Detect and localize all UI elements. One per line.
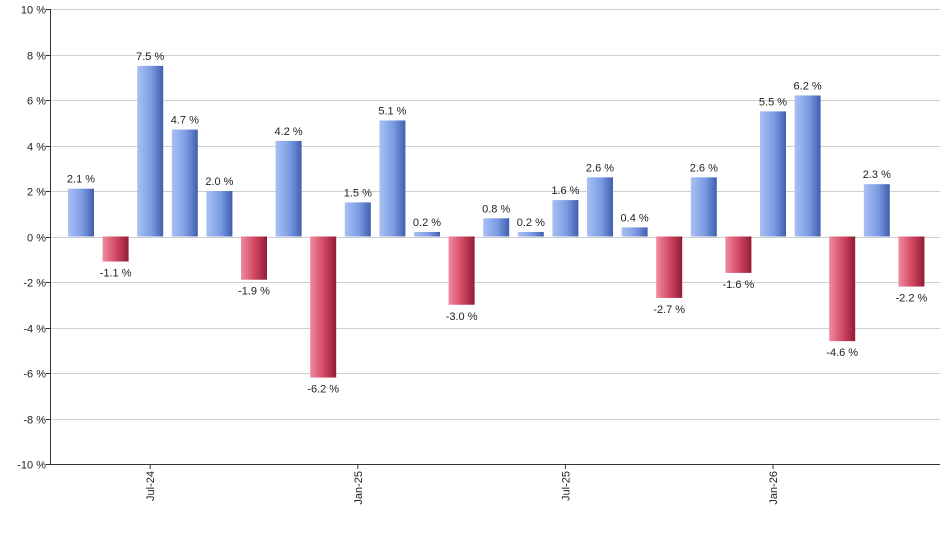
bar xyxy=(414,231,440,237)
data-labels: 2.1 % -1.1 % 7.5 % 4.7 % 2.0 % -1.9 % 4.2 % -6.… xyxy=(67,51,928,396)
bar xyxy=(68,188,94,237)
x-tick-label: Jul-24 xyxy=(145,471,157,501)
data-label: -2.7 % xyxy=(653,304,685,316)
bar xyxy=(587,177,613,237)
data-label: -4.6 % xyxy=(826,347,858,359)
y-tick-label: -8 % xyxy=(23,415,46,427)
x-tick-label: Jan-26 xyxy=(768,471,780,505)
bar xyxy=(898,236,925,287)
y-axis-ticks: -10 % -8 % -6 % -4 % -2 % 0 % 2 % 4 % 6 % 8 % 10 % xyxy=(17,5,50,472)
bar xyxy=(863,184,890,237)
data-label: 0.4 % xyxy=(621,212,649,224)
bar xyxy=(171,129,198,237)
bar xyxy=(621,227,648,237)
gridlines xyxy=(50,9,940,465)
data-label: 2.0 % xyxy=(205,176,233,188)
data-label: 2.3 % xyxy=(863,169,891,181)
data-label: 5.5 % xyxy=(759,96,787,108)
bar xyxy=(206,191,233,237)
bar xyxy=(517,231,544,237)
y-tick-label: 4 % xyxy=(27,142,46,154)
y-tick-label: 2 % xyxy=(27,187,46,199)
y-tick-label: -10 % xyxy=(17,460,46,472)
y-tick-label: 10 % xyxy=(21,5,46,17)
y-tick-label: 6 % xyxy=(27,96,46,108)
data-label: 4.2 % xyxy=(275,126,303,138)
bar xyxy=(102,236,129,262)
bar xyxy=(137,65,164,237)
data-label: -3.0 % xyxy=(446,311,478,323)
y-tick-label: -6 % xyxy=(23,369,46,381)
bar xyxy=(448,236,475,305)
data-label: -1.9 % xyxy=(238,286,270,298)
bar xyxy=(760,111,786,237)
data-label: -6.2 % xyxy=(307,384,339,396)
data-label: 1.5 % xyxy=(344,187,372,199)
y-tick-label: 0 % xyxy=(27,233,46,245)
bar xyxy=(379,120,406,237)
x-tick-label: Jul-25 xyxy=(560,471,572,501)
data-label: 2.6 % xyxy=(690,162,718,174)
x-axis-ticks: Jul-24 Jan-25 Jul-25 Jan-26 xyxy=(145,464,780,505)
data-label: 1.6 % xyxy=(551,185,579,197)
axes xyxy=(50,9,940,465)
bar xyxy=(483,218,510,237)
data-label: 2.6 % xyxy=(586,162,614,174)
bar xyxy=(725,236,752,273)
data-label: -2.2 % xyxy=(896,293,928,305)
bar xyxy=(310,236,337,378)
y-tick-label: -4 % xyxy=(23,324,46,336)
bar xyxy=(275,140,302,237)
x-tick-label: Jan-25 xyxy=(353,471,365,505)
data-label: 0.2 % xyxy=(517,217,545,229)
bar xyxy=(241,236,267,280)
bar xyxy=(656,236,683,298)
data-label: -1.6 % xyxy=(723,279,755,291)
data-label: 7.5 % xyxy=(136,51,164,63)
data-label: 0.8 % xyxy=(482,203,510,215)
bars xyxy=(68,65,925,378)
bar xyxy=(829,236,856,342)
data-label: 5.1 % xyxy=(378,105,406,117)
bar xyxy=(690,177,717,237)
bar xyxy=(794,95,821,237)
bar xyxy=(344,202,371,237)
data-label: 6.2 % xyxy=(794,80,822,92)
y-tick-label: -2 % xyxy=(23,278,46,290)
data-label: 0.2 % xyxy=(413,217,441,229)
data-label: -1.1 % xyxy=(100,268,132,280)
y-tick-label: 8 % xyxy=(27,51,46,63)
data-label: 2.1 % xyxy=(67,174,95,186)
data-label: 4.7 % xyxy=(171,115,199,127)
bar xyxy=(552,200,579,237)
